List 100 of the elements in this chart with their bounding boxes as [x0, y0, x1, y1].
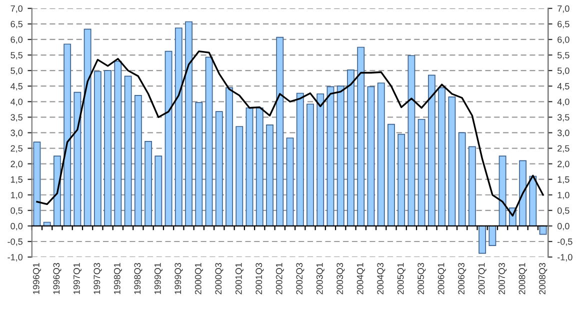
bar	[114, 60, 122, 226]
bar	[195, 102, 203, 226]
bar	[215, 111, 223, 226]
bar	[367, 86, 375, 226]
y2-tick-label: 2,0	[558, 160, 570, 168]
x-tick-label: 2004Q3	[377, 262, 386, 294]
bar	[94, 71, 102, 226]
y2-tick-label: 0,5	[557, 207, 570, 215]
bar	[104, 70, 112, 226]
bar	[306, 104, 314, 226]
x-tick-label: 1999Q1	[154, 263, 162, 294]
x-tick-label: 2003Q3	[336, 262, 345, 294]
bar	[53, 156, 61, 226]
bar	[398, 134, 406, 226]
bar	[286, 138, 294, 226]
x-tick-label: 1996Q1	[32, 263, 41, 294]
bar	[185, 21, 192, 226]
bar	[448, 96, 456, 226]
bar	[164, 50, 172, 226]
x-tick-label: 1998Q3	[134, 262, 142, 294]
x-tick-label: 2005Q1	[397, 263, 406, 294]
bar	[529, 176, 537, 226]
bar	[478, 226, 486, 254]
bar	[236, 126, 244, 226]
x-tick-label: 1997Q3	[94, 262, 102, 294]
x-tick-label: 1997Q1	[73, 263, 82, 294]
x-tick-label: 1998Q1	[114, 263, 122, 294]
y2-tick-label: 0,0	[557, 222, 570, 230]
bar	[154, 156, 162, 226]
x-tick-label: 2003Q1	[316, 263, 324, 294]
bar	[246, 107, 254, 226]
y2-tick-label: -1,0	[558, 254, 572, 262]
x-tick-label: 2008Q3	[539, 262, 548, 294]
bar	[174, 28, 182, 226]
y-tick-label: 1,0	[11, 192, 23, 200]
line-series	[36, 50, 544, 217]
x-tick-label: 2007Q3	[498, 262, 507, 294]
y2-tick-label: 5,5	[557, 52, 570, 60]
y2-tick-label: 3,0	[557, 130, 570, 138]
x-tick-label: 2000Q1	[194, 263, 203, 294]
x-tick-label: 2007Q1	[478, 263, 486, 294]
y-tick-label: 7,0	[10, 5, 23, 13]
y-tick-label: 6,0	[10, 36, 23, 44]
y-tick-label: 6,5	[10, 20, 22, 28]
y-tick-label: 5,0	[10, 68, 23, 75]
y-tick-label: 3,0	[10, 130, 23, 138]
bar	[124, 76, 132, 226]
y-tick-label: 0,5	[10, 207, 22, 215]
y-tick-label: 4,0	[10, 98, 23, 106]
bar	[316, 93, 324, 226]
bar	[519, 160, 527, 226]
y-tick-label: 0,0	[10, 222, 23, 230]
y-tick-label: 2,5	[10, 145, 22, 153]
x-tick-label: 2006Q1	[438, 263, 446, 294]
y2-tick-label: 5,0	[557, 68, 570, 75]
x-tick-label: 2005Q3	[418, 262, 426, 294]
x-tick-label: 2002Q1	[276, 263, 284, 294]
bar	[296, 92, 304, 226]
bar	[33, 142, 41, 226]
x-tick-label: 2001Q1	[235, 263, 244, 294]
y2-tick-label: 1,0	[558, 192, 570, 200]
bar	[276, 36, 284, 226]
y2-tick-label: 2,5	[558, 145, 570, 153]
y2-tick-label: 7,0	[558, 5, 570, 13]
bar	[428, 74, 436, 226]
x-tick-label: 1996Q3	[53, 262, 62, 294]
y2-tick-label: -0,5	[558, 238, 572, 246]
bar	[498, 156, 506, 226]
bar	[458, 132, 466, 226]
x-tick-label: 2001Q3	[256, 262, 264, 294]
bar	[408, 55, 416, 226]
bar	[74, 92, 82, 226]
y-tick-label: 4,5	[10, 83, 22, 91]
bar	[266, 124, 274, 226]
y2-tick-label: 6,5	[558, 20, 570, 28]
y2-tick-label: 6,0	[558, 36, 570, 44]
y2-tick-label: 4,5	[557, 83, 570, 91]
y-tick-label: 5,5	[10, 52, 22, 60]
bar	[326, 86, 334, 226]
x-tick-label: 2008Q1	[518, 263, 527, 294]
bar	[418, 118, 426, 226]
bar	[205, 56, 213, 226]
y-tick-label: 3,5	[10, 114, 22, 122]
y2-tick-label: 1,5	[558, 176, 570, 184]
y-tick-label: -1,0	[8, 254, 23, 262]
x-tick-label: 2006Q3	[458, 262, 466, 294]
bar	[144, 141, 152, 226]
y2-tick-label: 3,5	[557, 114, 570, 122]
bar	[388, 124, 395, 226]
bar	[377, 82, 385, 226]
x-tick-label: 2002Q3	[296, 262, 304, 294]
bar	[438, 87, 446, 226]
y2-tick-label: 4,0	[557, 98, 570, 106]
bar	[134, 95, 142, 226]
bar	[64, 44, 72, 226]
y-tick-label: -0,5	[8, 238, 22, 246]
bar	[488, 226, 496, 246]
x-tick-label: 2004Q1	[356, 263, 365, 294]
bar	[347, 70, 354, 226]
y-tick-label: 2,0	[10, 160, 23, 168]
